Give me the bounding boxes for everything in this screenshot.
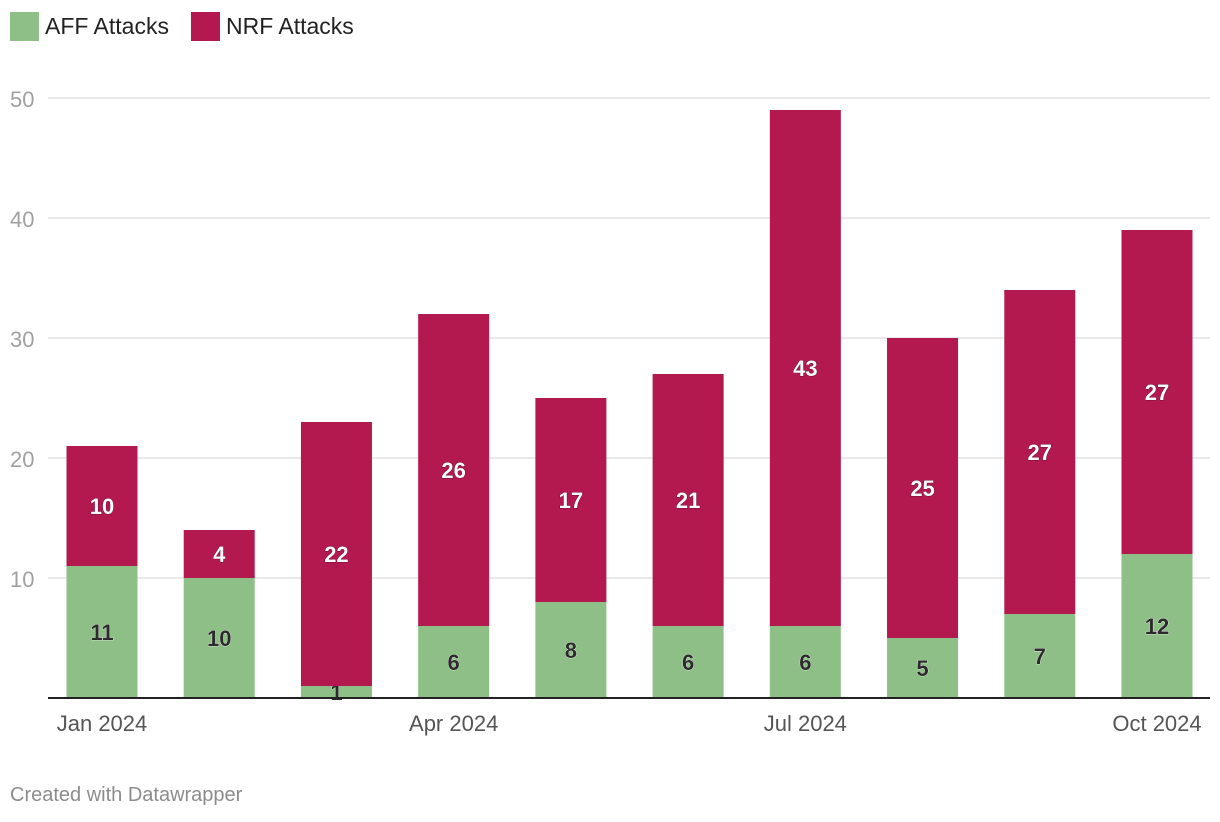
data-label-nrf-7: 25 [910,476,934,501]
bar-aff-0 [66,566,138,698]
x-tick-label-0: Jan 2024 [57,711,148,736]
legend-swatch-nrf [190,12,220,41]
x-tick-label-6: Jul 2024 [764,711,847,736]
bar-nrf-2 [300,422,372,686]
x-tick-label-3: Apr 2024 [409,711,498,736]
data-label-nrf-6: 43 [793,356,817,381]
y-tick-label-30: 30 [10,327,34,352]
data-label-nrf-8: 27 [1028,440,1052,465]
bar-nrf-1 [183,530,255,578]
bar-aff-4 [535,602,607,698]
bar-nrf-7 [887,338,959,638]
data-label-aff-4: 8 [565,638,577,663]
data-label-aff-0: 11 [90,620,113,645]
data-label-nrf-2: 22 [324,542,348,567]
x-tick-label-9: Oct 2024 [1112,711,1201,736]
bar-aff-6 [769,626,841,698]
legend-label-nrf: NRF Attacks [225,13,354,39]
legend-label-aff: AFF Attacks [45,13,169,39]
bar-aff-9 [1121,554,1193,698]
data-label-nrf-0: 10 [90,494,114,519]
legend-item-aff: AFF Attacks [10,12,169,41]
bar-aff-8 [1004,614,1076,698]
data-label-aff-6: 6 [799,650,811,675]
data-label-nrf-5: 21 [676,488,700,513]
data-label-nrf-4: 17 [559,488,583,513]
bar-nrf-9 [1121,230,1193,554]
legend-item-nrf: NRF Attacks [190,12,354,41]
bar-nrf-3 [418,314,490,626]
legend: AFF Attacks NRF Attacks [10,12,376,41]
bar-aff-7 [887,638,959,698]
data-label-aff-3: 6 [448,650,460,675]
data-label-aff-8: 7 [1034,644,1046,669]
bar-nrf-6 [769,110,841,626]
footer-credit: Created with Datawrapper [10,784,243,806]
legend-swatch-aff [10,12,39,41]
bar-aff-3 [418,626,490,698]
y-tick-label-20: 20 [10,447,34,472]
data-label-aff-5: 6 [682,650,694,675]
y-tick-label-50: 50 [10,87,34,112]
bar-aff-1 [183,578,255,698]
data-label-aff-1: 10 [207,626,231,651]
bar-nrf-5 [652,374,724,626]
bar-nrf-4 [535,398,607,602]
bar-nrf-0 [66,446,138,566]
data-label-aff-7: 5 [916,656,928,681]
y-tick-label-40: 40 [10,207,34,232]
bar-nrf-8 [1004,290,1076,614]
data-label-nrf-9: 27 [1145,380,1169,405]
data-label-nrf-3: 26 [441,458,465,483]
bar-aff-2 [300,686,372,698]
y-tick-label-10: 10 [10,567,34,592]
data-label-aff-9: 12 [1145,614,1169,639]
data-label-nrf-1: 4 [213,542,226,567]
bar-aff-5 [652,626,724,698]
